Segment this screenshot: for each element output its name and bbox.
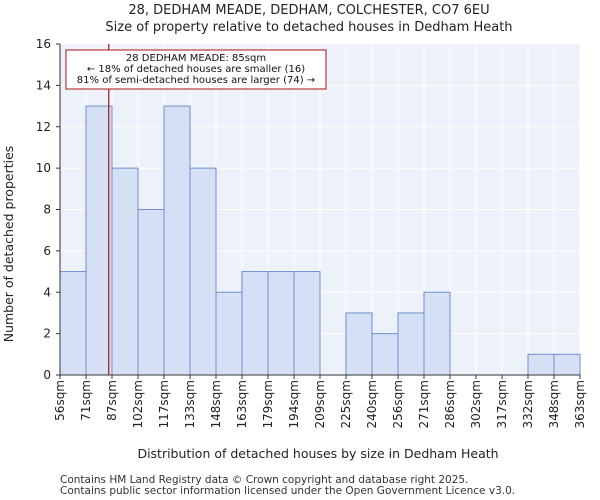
annotation-line-1: 28 DEDHAM MEADE: 85sqm — [126, 53, 266, 64]
footer-line-2: Contains public sector information licen… — [60, 485, 515, 497]
x-tick-label: 209sqm — [313, 380, 327, 428]
histogram-bar — [137, 209, 165, 376]
y-tick-label: 16 — [36, 37, 51, 51]
x-tick-label: 71sqm — [79, 380, 93, 421]
x-tick-label: 102sqm — [131, 380, 145, 428]
histogram-bar — [267, 271, 295, 376]
x-tick-label: 133sqm — [183, 380, 197, 428]
footer: Contains HM Land Registry data © Crown c… — [60, 474, 515, 497]
y-tick-label: 14 — [36, 78, 51, 92]
histogram-bar — [111, 167, 139, 376]
histogram-bar — [371, 333, 399, 376]
y-tick-label: 6 — [43, 244, 51, 258]
histogram-bar — [163, 105, 191, 376]
x-tick-label: 163sqm — [235, 380, 249, 428]
histogram-bar — [553, 353, 581, 376]
histogram-bar — [397, 312, 425, 376]
chart-title: 28, DEDHAM MEADE, DEDHAM, COLCHESTER, CO… — [105, 3, 512, 35]
x-tick-label: 240sqm — [365, 380, 379, 428]
histogram-bar — [85, 105, 113, 376]
x-tick-label: 117sqm — [157, 380, 171, 428]
x-tick-label: 179sqm — [261, 380, 275, 428]
x-tick-label: 148sqm — [209, 380, 223, 428]
x-tick-label: 332sqm — [521, 380, 535, 428]
x-tick-label: 56sqm — [53, 380, 67, 421]
y-tick-label: 10 — [36, 161, 51, 175]
histogram-bar — [293, 271, 321, 376]
x-tick-label: 302sqm — [469, 380, 483, 428]
y-tick-label: 8 — [43, 203, 51, 217]
x-tick-label: 348sqm — [547, 380, 561, 428]
histogram-bar — [59, 271, 87, 376]
y-tick-label: 0 — [43, 368, 51, 382]
x-tick-label: 256sqm — [391, 380, 405, 428]
histogram-bar — [527, 353, 555, 376]
footer-line-1: Contains HM Land Registry data © Crown c… — [60, 474, 468, 486]
chart-title-line-1: 28, DEDHAM MEADE, DEDHAM, COLCHESTER, CO… — [128, 3, 489, 18]
annotation-box — [65, 49, 327, 90]
x-tick-label: 225sqm — [339, 380, 353, 428]
x-tick-label: 87sqm — [105, 380, 119, 421]
plot-area: 0 2 4 6 8 10 12 14 16 56sqm 71sqm 87sqm 102sqm 117sqm… — [36, 37, 587, 428]
y-tick-label: 2 — [43, 327, 51, 341]
histogram-bar — [189, 167, 217, 376]
histogram-bar — [241, 271, 269, 376]
y-axis-title: Number of detached properties — [1, 146, 16, 343]
y-tick-label: 12 — [36, 120, 51, 134]
annotation-line-2: ← 18% of detached houses are smaller (16… — [87, 64, 305, 75]
x-tick-label: 286sqm — [443, 380, 457, 428]
x-tick-label: 194sqm — [287, 380, 301, 428]
x-tick-label: 363sqm — [573, 380, 587, 428]
y-tick-label: 4 — [43, 285, 51, 299]
histogram-bar — [345, 312, 373, 376]
histogram-bar — [215, 291, 243, 376]
x-tick-label: 271sqm — [417, 380, 431, 428]
x-axis-title: Distribution of detached houses by size … — [137, 446, 498, 461]
histogram-bar — [423, 291, 451, 376]
chart-title-line-2: Size of property relative to detached ho… — [105, 20, 512, 35]
x-tick-label: 317sqm — [495, 380, 509, 428]
annotation-line-3: 81% of semi-detached houses are larger (… — [77, 75, 315, 86]
